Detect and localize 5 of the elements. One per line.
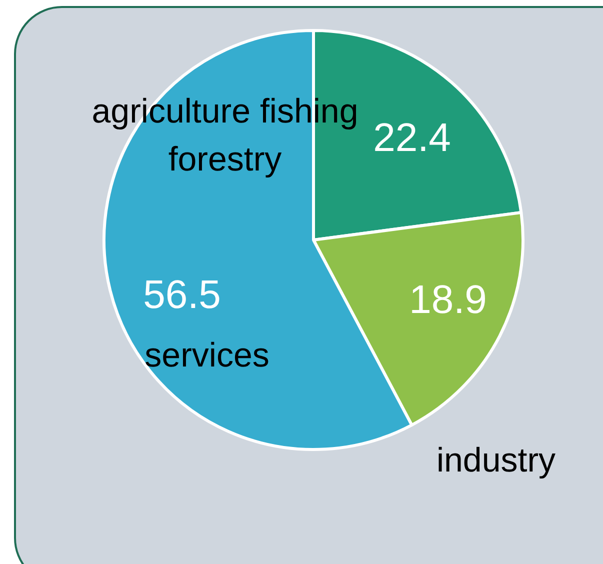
data-label: 18.9 xyxy=(409,278,487,322)
data-label: 22.4 xyxy=(373,116,451,160)
data-label: 56.5 xyxy=(143,273,221,318)
slice-label: services xyxy=(144,336,270,374)
slice-label: industry xyxy=(436,441,556,480)
